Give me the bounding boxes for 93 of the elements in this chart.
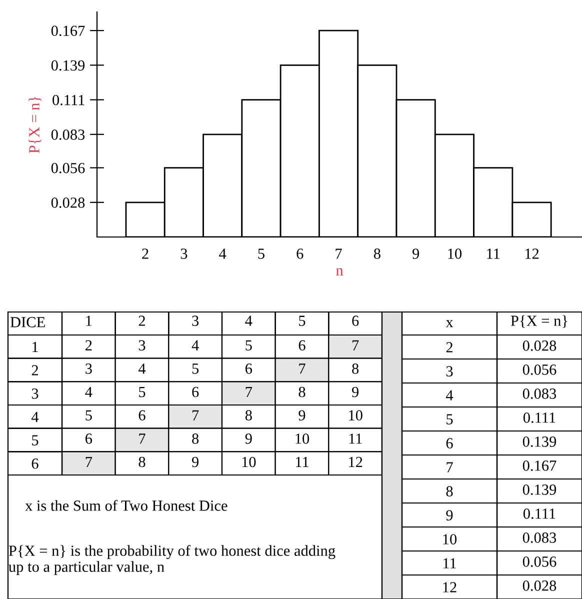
text: x is the Sum of Two Honest Dice: [25, 500, 228, 511]
x-tick-label: 2: [138, 316, 145, 326]
x-tick-label: 3: [180, 248, 188, 259]
data-label: 0.056: [522, 556, 556, 567]
data-label: 9: [352, 386, 359, 398]
y-tick-label: 5: [446, 414, 453, 424]
data-label: 10: [296, 434, 310, 444]
chart-title: x: [446, 320, 454, 328]
y-tick-label: 3: [446, 366, 453, 376]
data-label: 9: [245, 434, 252, 444]
data-label: 3: [138, 340, 146, 350]
data-label: 5: [192, 364, 199, 374]
y-tick-label: 0.028: [51, 198, 85, 208]
x-tick-label: 6: [352, 316, 359, 326]
data-label: 6: [192, 386, 199, 398]
y-tick-label: 6: [446, 438, 453, 448]
x-tick-label: 5: [258, 248, 264, 259]
data-label: 4: [138, 364, 146, 374]
data-label: 0.083: [522, 388, 556, 399]
data-label: 6: [246, 364, 252, 374]
data-label: 5: [86, 410, 92, 420]
data-label: 10: [349, 410, 362, 420]
data-label: 4: [192, 340, 199, 350]
data-label: 11: [296, 456, 308, 468]
data-label: 8: [352, 364, 359, 374]
x-tick-label: 12: [525, 248, 539, 259]
y-tick-label: 2: [446, 342, 452, 352]
x-tick-label: 11: [487, 248, 500, 259]
data-label: 0.083: [522, 532, 556, 543]
y-tick-label: 0.167: [51, 26, 85, 36]
data-label: 7: [246, 387, 252, 398]
y-tick-label: 3: [32, 388, 38, 399]
y-tick-label: 9: [446, 510, 453, 520]
data-label: 0.028: [522, 580, 556, 591]
data-label: 6: [138, 410, 146, 420]
data-label: 7: [299, 364, 306, 374]
data-label: 0.111: [523, 412, 556, 423]
y-tick-label: 0.056: [51, 162, 85, 174]
data-label: 6: [86, 434, 92, 444]
data-label: 0.056: [522, 364, 556, 375]
data-label: 9: [192, 456, 199, 468]
x-axis-title: n: [336, 268, 344, 276]
x-tick-label: 2: [142, 248, 148, 259]
y-tick-label: 10: [443, 534, 457, 544]
y-tick-label: 2: [32, 365, 38, 376]
x-tick-label: 3: [192, 316, 199, 326]
data-label: 0.167: [522, 460, 556, 471]
data-label: 0.139: [522, 436, 556, 447]
y-tick-label: 4: [446, 390, 454, 400]
data-label: 0.028: [522, 340, 556, 351]
y-tick-label: 0.139: [51, 60, 85, 71]
x-tick-label: 7: [336, 248, 342, 259]
data-label: 5: [246, 340, 252, 350]
data-label: 7: [86, 457, 92, 468]
y-tick-label: 0.083: [51, 130, 85, 140]
x-tick-label: 8: [374, 248, 380, 259]
data-label: 7: [192, 410, 199, 420]
y-axis-title: P{X = n}: [28, 96, 42, 154]
text: P{X = n} is the probability of two honest dice adding up to a particular value, n: [8, 545, 336, 576]
x-tick-label: 4: [245, 316, 252, 326]
chart-title: DICE: [10, 317, 45, 328]
y-tick-label: 0.111: [52, 94, 84, 106]
y-tick-label: 12: [443, 582, 456, 592]
data-label: 4: [85, 386, 92, 398]
data-label: 8: [192, 434, 199, 444]
data-label: 5: [139, 387, 146, 398]
data-label: 7: [139, 434, 146, 444]
data-label: 3: [86, 364, 92, 374]
data-label: 10: [242, 456, 256, 468]
data-label: 0.111: [523, 508, 556, 519]
x-tick-label: 5: [299, 316, 306, 326]
data-label: 8: [245, 410, 252, 420]
x-tick-label: 9: [412, 248, 420, 259]
data-label: 11: [349, 434, 362, 444]
y-tick-label: 6: [32, 458, 38, 469]
data-label: 6: [298, 340, 306, 350]
data-label: 8: [298, 386, 306, 398]
y-tick-label: 8: [446, 486, 453, 496]
x-tick-label: 1: [86, 316, 92, 326]
data-label: 2: [86, 340, 92, 350]
x-tick-label: 6: [296, 248, 304, 259]
data-label: 0.139: [522, 484, 556, 495]
y-tick-label: 5: [32, 435, 38, 446]
data-label: 9: [298, 410, 306, 420]
data-label: 7: [352, 340, 359, 350]
data-label: 8: [138, 456, 146, 468]
x-tick-label: P{X = n}: [510, 315, 568, 328]
y-tick-label: 11: [443, 558, 456, 568]
data-label: 12: [349, 456, 362, 468]
y-tick-label: 4: [31, 412, 39, 422]
y-tick-label: 1: [32, 342, 38, 352]
y-tick-label: 7: [446, 462, 453, 472]
x-tick-label: 4: [219, 248, 226, 259]
